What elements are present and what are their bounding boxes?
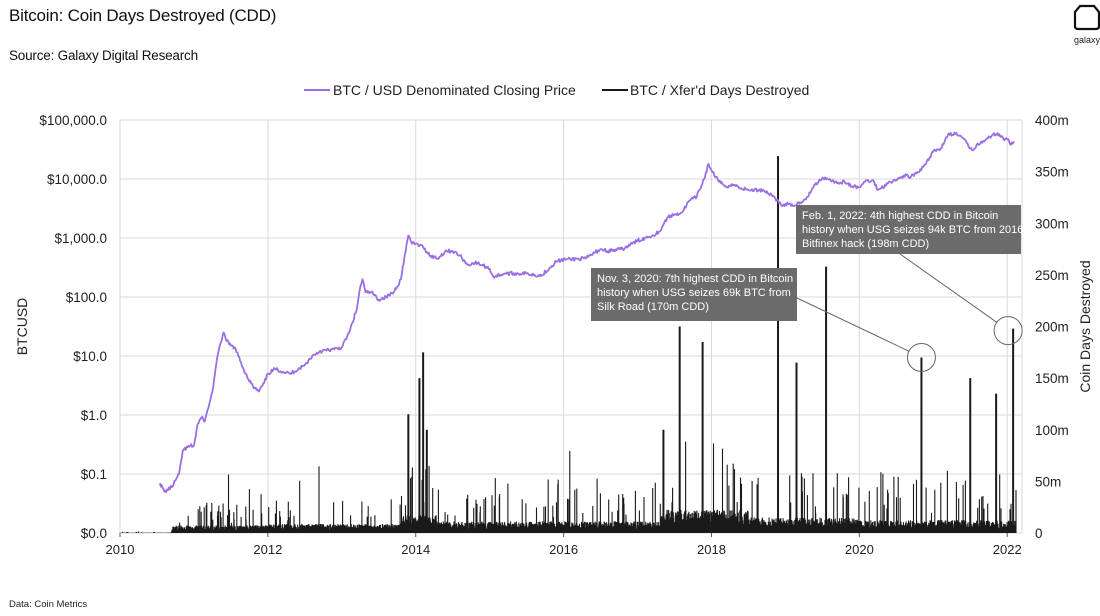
galaxy-logo-text: galaxy bbox=[1073, 35, 1100, 45]
y-right-tick-label: 250m bbox=[1035, 268, 1069, 283]
legend-label-price: BTC / USD Denominated Closing Price bbox=[333, 82, 576, 98]
price-series bbox=[159, 131, 1015, 493]
annotation-box-feb2022 bbox=[796, 205, 1021, 254]
y-left-tick-label: $1,000.0 bbox=[54, 231, 107, 246]
y-right-tick-label: 200m bbox=[1035, 320, 1069, 335]
annotations: Nov. 3, 2020: 7th highest CDD in Bitcoin… bbox=[591, 205, 1023, 372]
y-left-tick-label: $10.0 bbox=[73, 349, 107, 364]
y-left-tick-label: $0.1 bbox=[81, 467, 107, 482]
x-tick-label: 2020 bbox=[845, 542, 874, 557]
y-right-tick-label: 100m bbox=[1035, 423, 1069, 438]
x-tick-label: 2018 bbox=[697, 542, 726, 557]
x-tick-label: 2014 bbox=[401, 542, 430, 557]
galaxy-logo-icon bbox=[1073, 4, 1100, 31]
galaxy-logo: galaxy bbox=[1068, 2, 1100, 45]
y-right-axis-label: Coin Days Destroyed bbox=[1077, 260, 1093, 392]
price-line bbox=[159, 131, 1015, 493]
y-left-axis-label: BTCUSD bbox=[14, 298, 30, 356]
legend-label-cdd: BTC / Xfer'd Days Destroyed bbox=[630, 82, 809, 98]
annotation-text-feb2022: history when USG seizes 94k BTC from 201… bbox=[802, 224, 1023, 236]
annotation-connector-nov2020 bbox=[796, 297, 910, 352]
y-left-tick-label: $100,000.0 bbox=[39, 113, 107, 128]
annotation-connector-feb2022 bbox=[899, 253, 998, 323]
annotation-text-feb2022: Feb. 1, 2022: 4th highest CDD in Bitcoin bbox=[802, 210, 998, 222]
cdd-chart: 2010 2012 2014 2016 2018 2020 2022 $0.0 $0.1 $1.0… bbox=[14, 82, 1093, 557]
annotation-text-nov2020: Silk Road (170m CDD) bbox=[597, 301, 709, 313]
y-right-tick-label: 300m bbox=[1035, 216, 1069, 231]
annotation-circle-feb2022 bbox=[993, 316, 1023, 346]
y-left-tick-label: $1.0 bbox=[81, 408, 107, 423]
plot-frame bbox=[119, 119, 1023, 534]
y-right-tick-label: 50m bbox=[1035, 474, 1061, 489]
y-right-tick-label: 0 bbox=[1035, 526, 1043, 541]
x-tick-label: 2022 bbox=[993, 542, 1022, 557]
y-right-tick-label: 350m bbox=[1035, 165, 1069, 180]
y-left-tick-label: $10,000.0 bbox=[47, 172, 107, 187]
cdd-series bbox=[119, 156, 1017, 533]
y-left-tick-label: $0.0 bbox=[81, 526, 107, 541]
y-right-tick-label: 400m bbox=[1035, 113, 1069, 128]
annotation-box-nov2020 bbox=[591, 268, 797, 321]
x-tick-label: 2010 bbox=[106, 542, 135, 557]
legend: BTC / USD Denominated Closing Price BTC /… bbox=[304, 82, 809, 98]
x-tick-label: 2012 bbox=[253, 542, 282, 557]
annotation-circle-nov2020 bbox=[906, 342, 936, 372]
annotation-text-feb2022: Bitfinex hack (198m CDD) bbox=[802, 238, 929, 250]
grid bbox=[119, 119, 1023, 534]
x-tick-label: 2016 bbox=[549, 542, 578, 557]
cdd-baseline-bars bbox=[119, 441, 1017, 533]
axes: 2010 2012 2014 2016 2018 2020 2022 $0.0 $0.1 $1.0… bbox=[14, 113, 1093, 557]
y-right-tick-label: 150m bbox=[1035, 371, 1069, 386]
y-left-tick-label: $100.0 bbox=[66, 290, 107, 305]
annotation-text-nov2020: Nov. 3, 2020: 7th highest CDD in Bitcoin bbox=[597, 273, 793, 285]
annotation-text-nov2020: history when USG seizes 69k BTC from bbox=[597, 287, 791, 299]
chart-title: Bitcoin: Coin Days Destroyed (CDD) bbox=[9, 6, 277, 25]
chart-source: Source: Galaxy Digital Research bbox=[9, 48, 198, 63]
footnote: Data: Coin Metrics bbox=[9, 599, 88, 610]
